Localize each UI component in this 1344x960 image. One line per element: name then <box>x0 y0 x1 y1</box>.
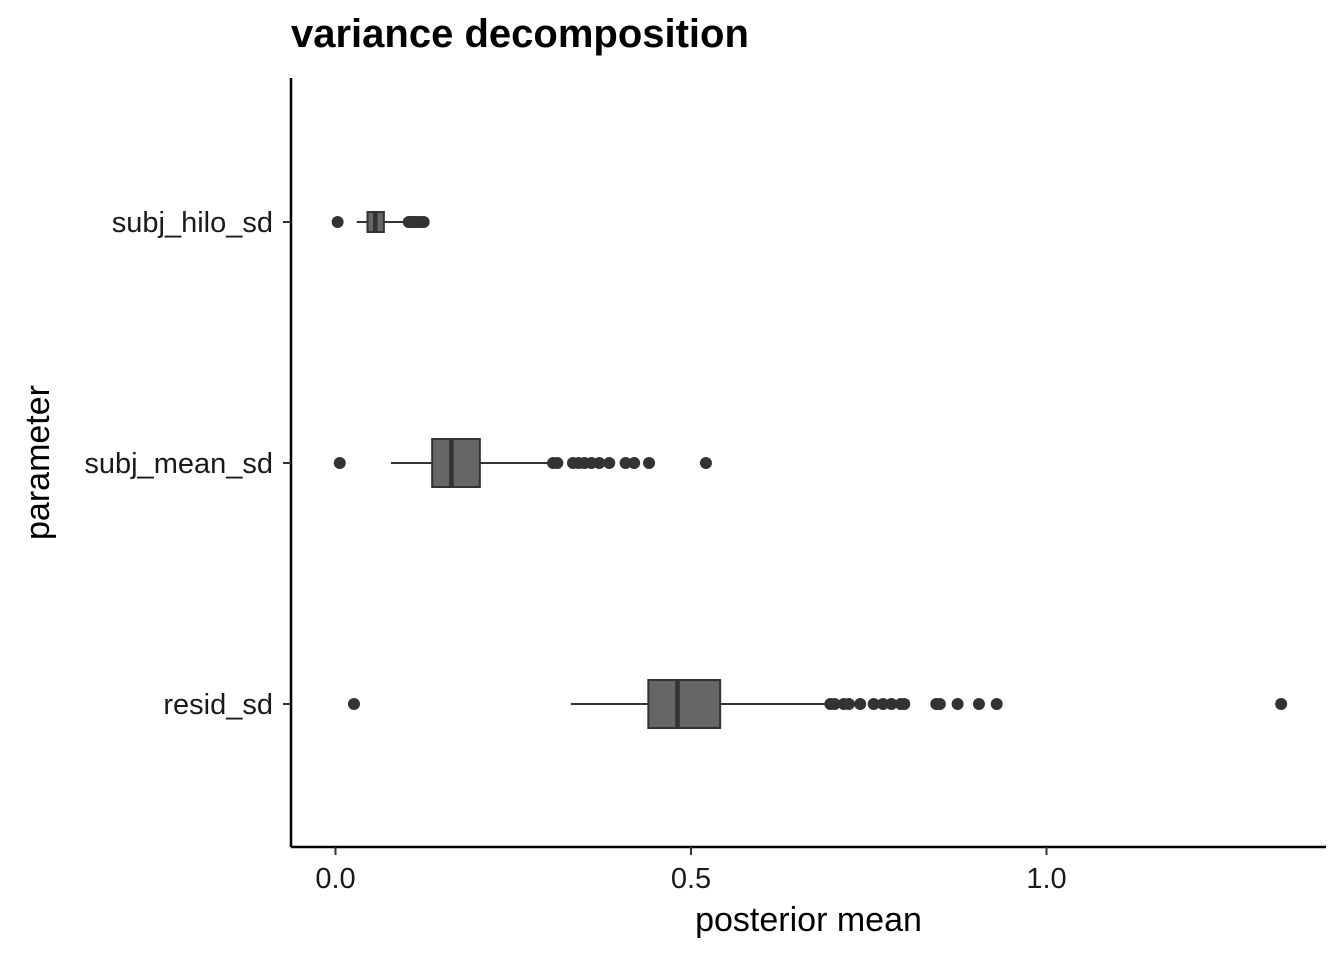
x-tick-label: 0.0 <box>315 863 355 895</box>
outlier-point <box>619 457 632 469</box>
outlier-point <box>854 698 867 710</box>
outlier-point <box>333 457 346 469</box>
y-tick-label: subj_mean_sd <box>84 448 273 480</box>
outlier-point <box>933 698 946 710</box>
chart-title: variance decomposition <box>291 12 749 56</box>
outlier-point <box>876 698 889 710</box>
outlier-point <box>972 698 985 710</box>
outlier-point <box>417 216 430 228</box>
y-axis-title: parameter <box>19 385 57 540</box>
outlier-point <box>951 698 964 710</box>
outlier-point <box>867 698 880 710</box>
outlier-point <box>603 457 616 469</box>
outlier-point <box>898 698 911 710</box>
outlier-point <box>990 698 1003 710</box>
outlier-point <box>842 698 855 710</box>
outlier-point <box>1275 698 1288 710</box>
outlier-point <box>331 216 344 228</box>
outlier-point <box>885 698 898 710</box>
outlier-point <box>699 457 712 469</box>
outlier-point <box>551 457 564 469</box>
box-subj_mean_sd <box>431 438 481 488</box>
x-tick-label: 1.0 <box>1026 863 1066 895</box>
outlier-point <box>347 698 360 710</box>
outlier-point <box>593 457 606 469</box>
outlier-point <box>643 457 656 469</box>
y-tick-label: resid_sd <box>163 689 273 721</box>
y-tick-label: subj_hilo_sd <box>112 207 273 239</box>
box-resid_sd <box>647 679 722 729</box>
outlier-point <box>628 457 641 469</box>
x-tick-label: 0.5 <box>671 863 711 895</box>
x-axis-title: posterior mean <box>695 901 922 939</box>
outlier-point <box>828 698 841 710</box>
